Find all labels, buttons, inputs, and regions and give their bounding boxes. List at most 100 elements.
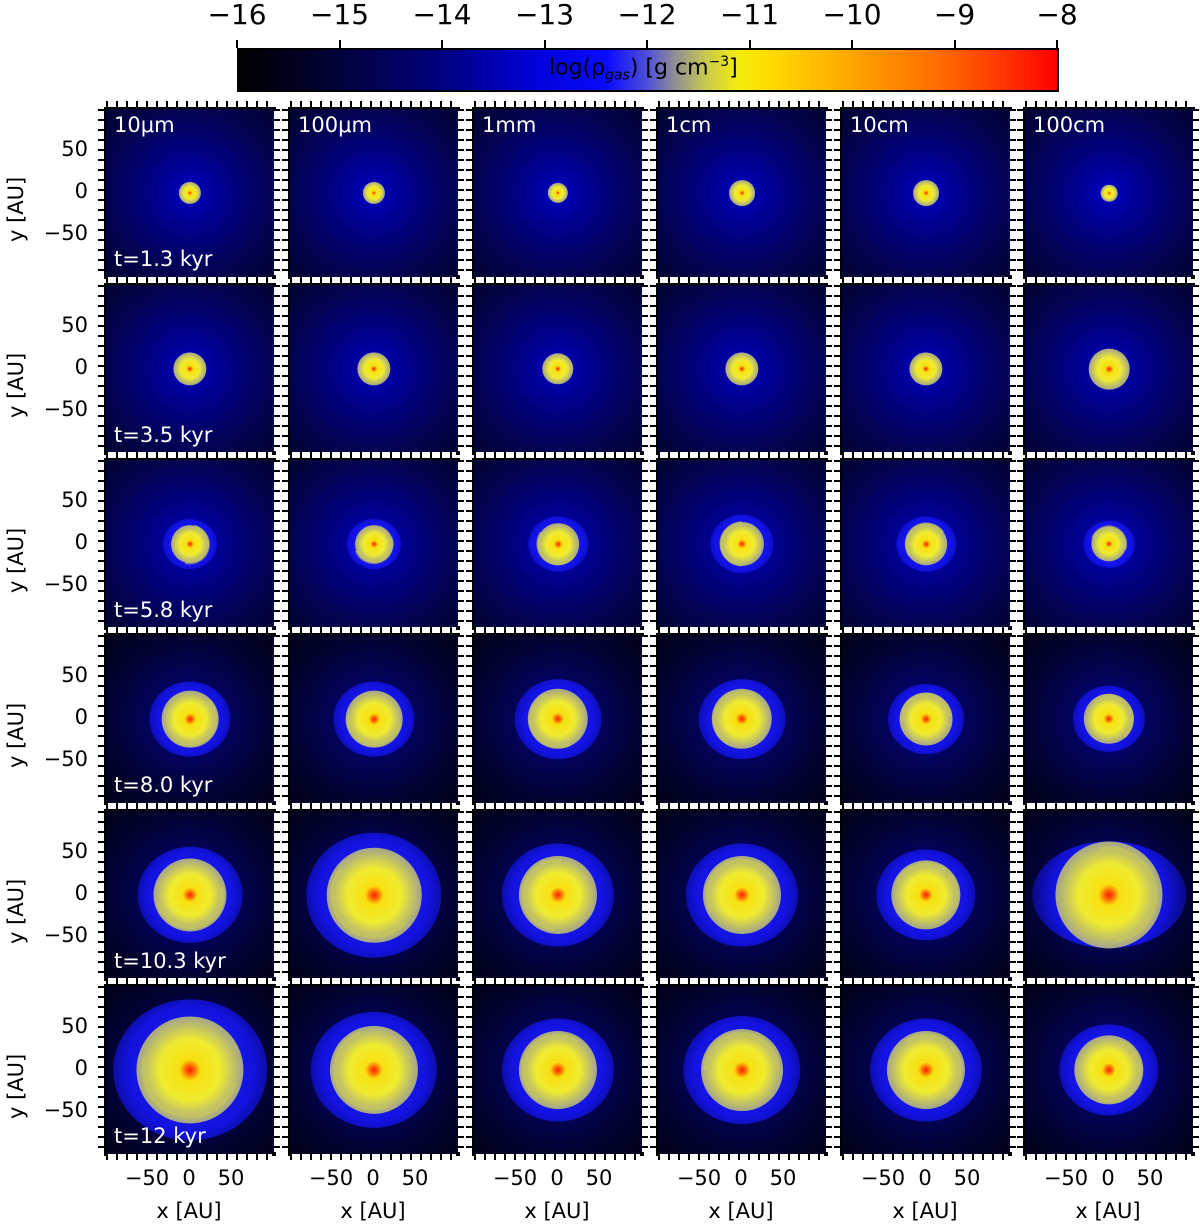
y-minor-ticks — [98, 986, 104, 1152]
y-minor-ticks — [650, 811, 656, 977]
grain-size-label: 10μm — [114, 113, 175, 137]
disc-core — [1091, 526, 1127, 562]
disc-core — [1088, 348, 1130, 390]
density-panel — [840, 809, 1012, 981]
density-panel — [472, 283, 644, 455]
x-tick-label: −50 — [124, 1166, 170, 1190]
colorbar-tick — [338, 40, 341, 48]
y-minor-ticks — [834, 635, 840, 801]
colorbar-tick-label: −16 — [207, 0, 267, 31]
y-tick-label: 0 — [74, 881, 88, 905]
density-panel — [472, 633, 644, 805]
grain-size-label: 1mm — [482, 113, 537, 137]
y-minor-ticks — [458, 460, 464, 626]
disc-core — [153, 858, 227, 932]
y-minor-ticks — [458, 635, 464, 801]
disc-core — [1083, 693, 1135, 745]
x-tick-label: 0 — [366, 1166, 380, 1190]
y-minor-ticks — [642, 109, 648, 275]
x-axis-label: x [AU] — [340, 1199, 406, 1223]
x-axis-label: x [AU] — [892, 1199, 958, 1223]
x-minor-ticks — [1025, 627, 1191, 633]
y-tick-label: 50 — [61, 1014, 88, 1038]
x-minor-ticks — [842, 452, 1008, 458]
y-minor-ticks — [466, 986, 472, 1152]
y-minor-ticks — [466, 811, 472, 977]
x-tick-label: −50 — [676, 1166, 722, 1190]
disc-core — [1074, 1035, 1144, 1105]
disc-core — [886, 1030, 966, 1110]
y-minor-ticks — [826, 460, 832, 626]
y-minor-ticks — [466, 460, 472, 626]
disc-core — [1055, 841, 1163, 949]
x-minor-ticks — [1025, 101, 1191, 107]
y-axis-label: y [AU] — [4, 176, 28, 242]
x-axis-label: x [AU] — [1075, 1199, 1141, 1223]
density-panel — [656, 633, 828, 805]
x-minor-ticks — [842, 803, 1008, 809]
colorbar-tick — [441, 40, 443, 48]
colorbar-tick-label: −8 — [1036, 0, 1078, 31]
x-minor-ticks — [106, 452, 272, 458]
y-minor-ticks — [1010, 635, 1016, 801]
y-tick-label: −50 — [43, 397, 88, 421]
x-tick-label: 50 — [401, 1166, 429, 1190]
y-minor-ticks — [834, 460, 840, 626]
x-tick-label: 50 — [953, 1166, 981, 1190]
y-minor-ticks — [1017, 285, 1023, 451]
grain-size-label: 10cm — [850, 113, 909, 137]
x-minor-ticks — [1025, 803, 1191, 809]
x-minor-ticks — [106, 627, 272, 633]
y-minor-ticks — [826, 811, 832, 977]
x-minor-ticks — [474, 277, 640, 283]
y-tick-label: −50 — [43, 221, 88, 245]
y-minor-ticks — [642, 986, 648, 1152]
y-axis-label: y [AU] — [4, 352, 28, 418]
y-minor-ticks — [826, 285, 832, 451]
y-minor-ticks — [834, 285, 840, 451]
density-panel: t=3.5 kyr — [104, 283, 276, 455]
y-minor-ticks — [282, 811, 288, 977]
y-minor-ticks — [466, 285, 472, 451]
time-label: t=12 kyr — [114, 1124, 206, 1148]
x-minor-ticks — [106, 978, 272, 984]
density-panel — [1023, 458, 1195, 630]
x-minor-ticks — [106, 803, 272, 809]
x-minor-ticks — [106, 1154, 272, 1160]
y-minor-ticks — [650, 285, 656, 451]
y-minor-ticks — [826, 986, 832, 1152]
y-tick-label: 0 — [74, 705, 88, 729]
x-minor-ticks — [842, 1154, 1008, 1160]
spiral-arm — [162, 691, 218, 747]
y-minor-ticks — [642, 811, 648, 977]
y-minor-ticks — [650, 460, 656, 626]
y-minor-ticks — [1010, 811, 1016, 977]
colorbar-tick-label: −12 — [617, 0, 677, 31]
x-tick-label: −50 — [1043, 1166, 1089, 1190]
x-tick-label: 0 — [734, 1166, 748, 1190]
y-tick-label: −50 — [43, 923, 88, 947]
disc-core — [701, 1029, 783, 1111]
x-minor-ticks — [1025, 452, 1191, 458]
y-minor-ticks — [466, 635, 472, 801]
x-axis-label: x [AU] — [524, 1199, 590, 1223]
density-panel: 1mm — [472, 107, 644, 279]
x-tick-label: −50 — [860, 1166, 906, 1190]
disc-core — [1100, 184, 1118, 202]
colorbar-tick — [236, 40, 238, 48]
y-axis-label: y [AU] — [4, 1053, 28, 1119]
disc-core — [329, 1025, 419, 1115]
y-minor-ticks — [274, 811, 280, 977]
y-minor-ticks — [834, 811, 840, 977]
x-minor-ticks — [474, 803, 640, 809]
disc-core — [905, 523, 947, 565]
disc-core — [362, 181, 386, 205]
x-tick-label: 0 — [182, 1166, 196, 1190]
disc-core — [537, 523, 579, 565]
x-minor-ticks — [106, 277, 272, 283]
density-panel — [840, 984, 1012, 1156]
colorbar-tick — [646, 40, 648, 48]
density-panel — [472, 809, 644, 981]
density-panel — [656, 809, 828, 981]
colorbar-tick-label: −9 — [933, 0, 976, 31]
